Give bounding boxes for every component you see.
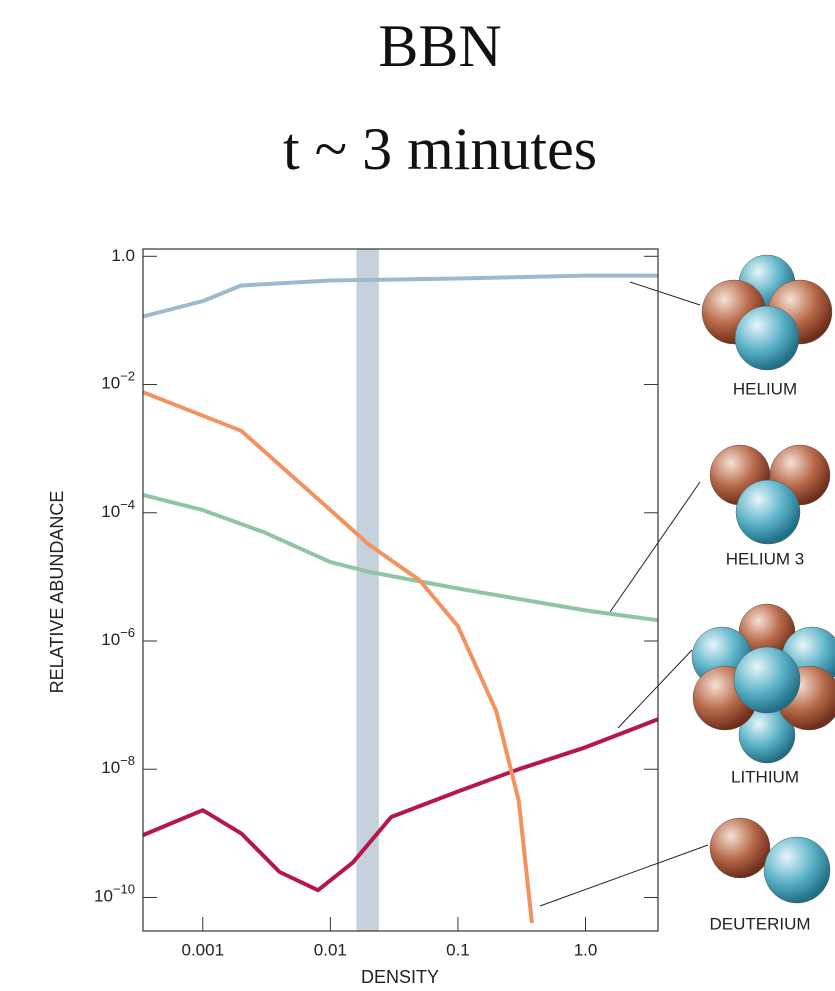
tick-base: 10 [101,759,120,778]
deuterium-atom [709,817,831,904]
y-tick-label: 10−10 [94,882,135,906]
plot-frame [142,248,659,932]
legend-label: HELIUM [733,379,797,398]
legend-label: LITHIUM [731,767,799,786]
tick-base: 10 [101,374,120,393]
tick-exp: −8 [120,754,135,769]
y-tick-label: 10−4 [101,497,135,521]
tick-exp: −4 [120,497,135,512]
y-axis-label: RELATIVE ABUNDANCE [47,491,67,694]
y-tick-label: 1.0 [111,246,135,265]
x-axis-label: DENSITY [361,967,439,987]
y-tick-label: 10−8 [101,754,135,778]
helium3-atom [709,444,831,545]
tick-exp: −10 [113,882,135,897]
chart-title: BBN [378,13,501,79]
chart-subtitle: t ~ 3 minutes [283,116,597,182]
y-tick-label: 10−2 [101,369,135,393]
legend-label: DEUTERIUM [709,914,810,933]
tick-base: 10 [94,887,113,906]
tick-base: 10 [101,502,120,521]
helium-atom [701,254,833,371]
y-tick-label: 10−6 [101,625,135,649]
band [356,249,379,931]
tick-base: 10 [101,630,120,649]
x-tick-label: 1.0 [574,940,598,959]
line [142,273,658,319]
x-tick-label: 0.001 [181,940,224,959]
leader-lines [539,281,709,907]
plot-area [142,249,659,931]
line [142,492,659,623]
tick-exp: −2 [120,369,135,384]
line [142,390,534,924]
x-tick-label: 0.1 [446,940,470,959]
x-tick-label: 0.01 [314,940,347,959]
tick-exp: −6 [120,625,135,640]
lithium-atom [691,603,835,764]
line [142,717,659,893]
legend-label: HELIUM 3 [726,549,804,568]
